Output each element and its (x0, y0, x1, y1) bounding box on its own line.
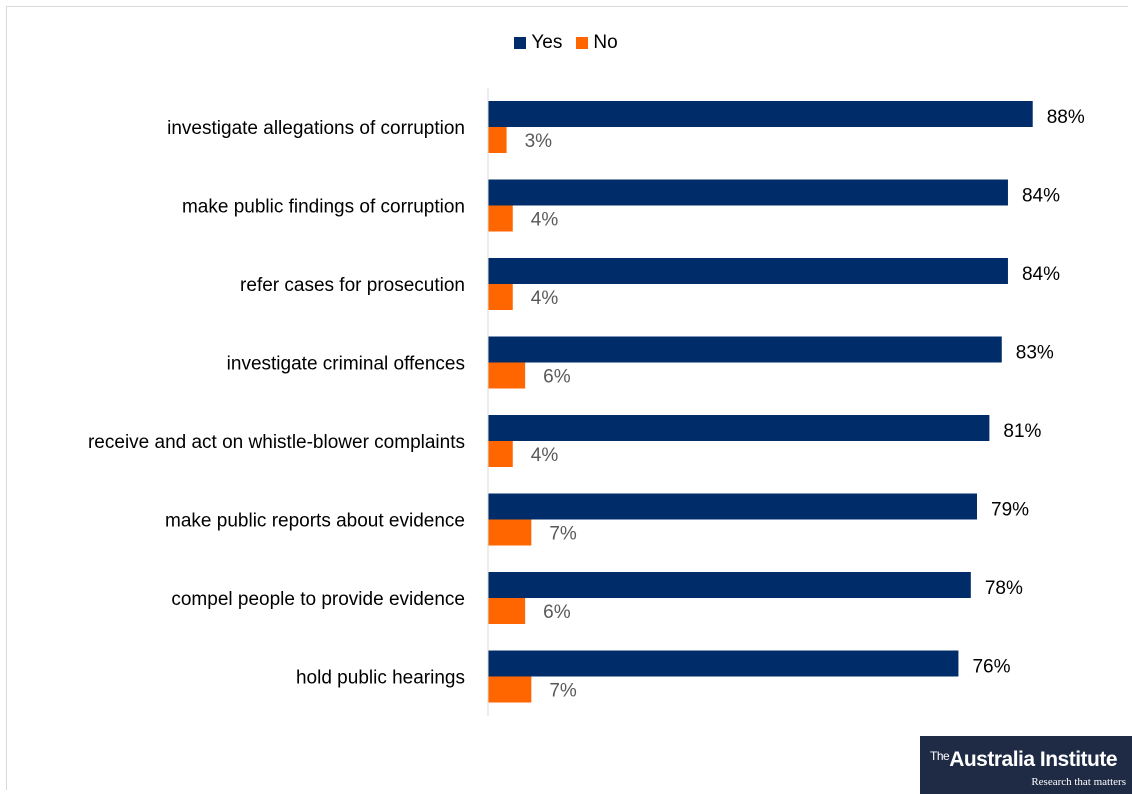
bar-yes (488, 179, 1008, 206)
logo-tagline: Research that matters (1031, 776, 1126, 788)
data-label-yes: 83% (1016, 343, 1054, 364)
category-label: hold public hearings (296, 668, 465, 689)
legend-label-no: No (593, 32, 618, 53)
bar-no (488, 284, 513, 310)
data-label-no: 6% (543, 602, 571, 623)
category-label: investigate allegations of corruption (167, 118, 465, 139)
data-label-yes: 81% (1003, 421, 1041, 442)
bar-yes (488, 258, 1008, 284)
legend-swatch-no (576, 37, 589, 49)
bar-yes (488, 415, 990, 441)
bar-yes (488, 572, 971, 598)
data-label-no: 4% (531, 288, 559, 309)
category-label: investigate criminal offences (227, 354, 465, 375)
bar-no (488, 598, 526, 624)
logo-name: Australia Institute (949, 748, 1118, 771)
bar-no (488, 676, 532, 703)
category-label: compel people to provide evidence (171, 589, 465, 610)
bar-no (488, 205, 513, 232)
data-label-no: 4% (531, 210, 559, 231)
bar-no (488, 441, 513, 467)
data-label-no: 3% (525, 131, 553, 152)
bar-yes (488, 650, 959, 677)
bar-yes (488, 101, 1033, 127)
data-label-no: 4% (531, 445, 559, 466)
data-label-yes: 76% (972, 657, 1010, 678)
data-label-no: 6% (543, 367, 571, 388)
logo-wordmark: TheAustralia Institute (930, 748, 1118, 772)
bar-no (488, 127, 507, 153)
data-label-yes: 84% (1022, 264, 1060, 285)
bar-no (488, 362, 526, 389)
data-label-no: 7% (549, 681, 577, 702)
bar-no (488, 519, 532, 546)
data-label-no: 7% (549, 524, 577, 545)
legend-item-yes: Yes (514, 32, 562, 54)
legend-swatch-yes (514, 37, 527, 49)
logo-the: The (930, 749, 950, 763)
category-label: make public reports about evidence (165, 511, 465, 532)
chart-frame (6, 6, 1128, 790)
data-label-yes: 78% (985, 578, 1023, 599)
category-label: make public findings of corruption (182, 197, 465, 218)
data-label-yes: 79% (991, 500, 1029, 521)
category-label: receive and act on whistle-blower compla… (88, 432, 465, 453)
bar-yes (488, 493, 978, 520)
australia-institute-logo: TheAustralia Institute Research that mat… (920, 736, 1132, 794)
legend-item-no: No (576, 32, 618, 54)
data-label-yes: 84% (1022, 186, 1060, 207)
legend: Yes No (0, 32, 1132, 54)
bar-yes (488, 336, 1002, 363)
category-label: refer cases for prosecution (240, 275, 465, 296)
legend-label-yes: Yes (531, 32, 563, 53)
data-label-yes: 88% (1047, 107, 1085, 128)
